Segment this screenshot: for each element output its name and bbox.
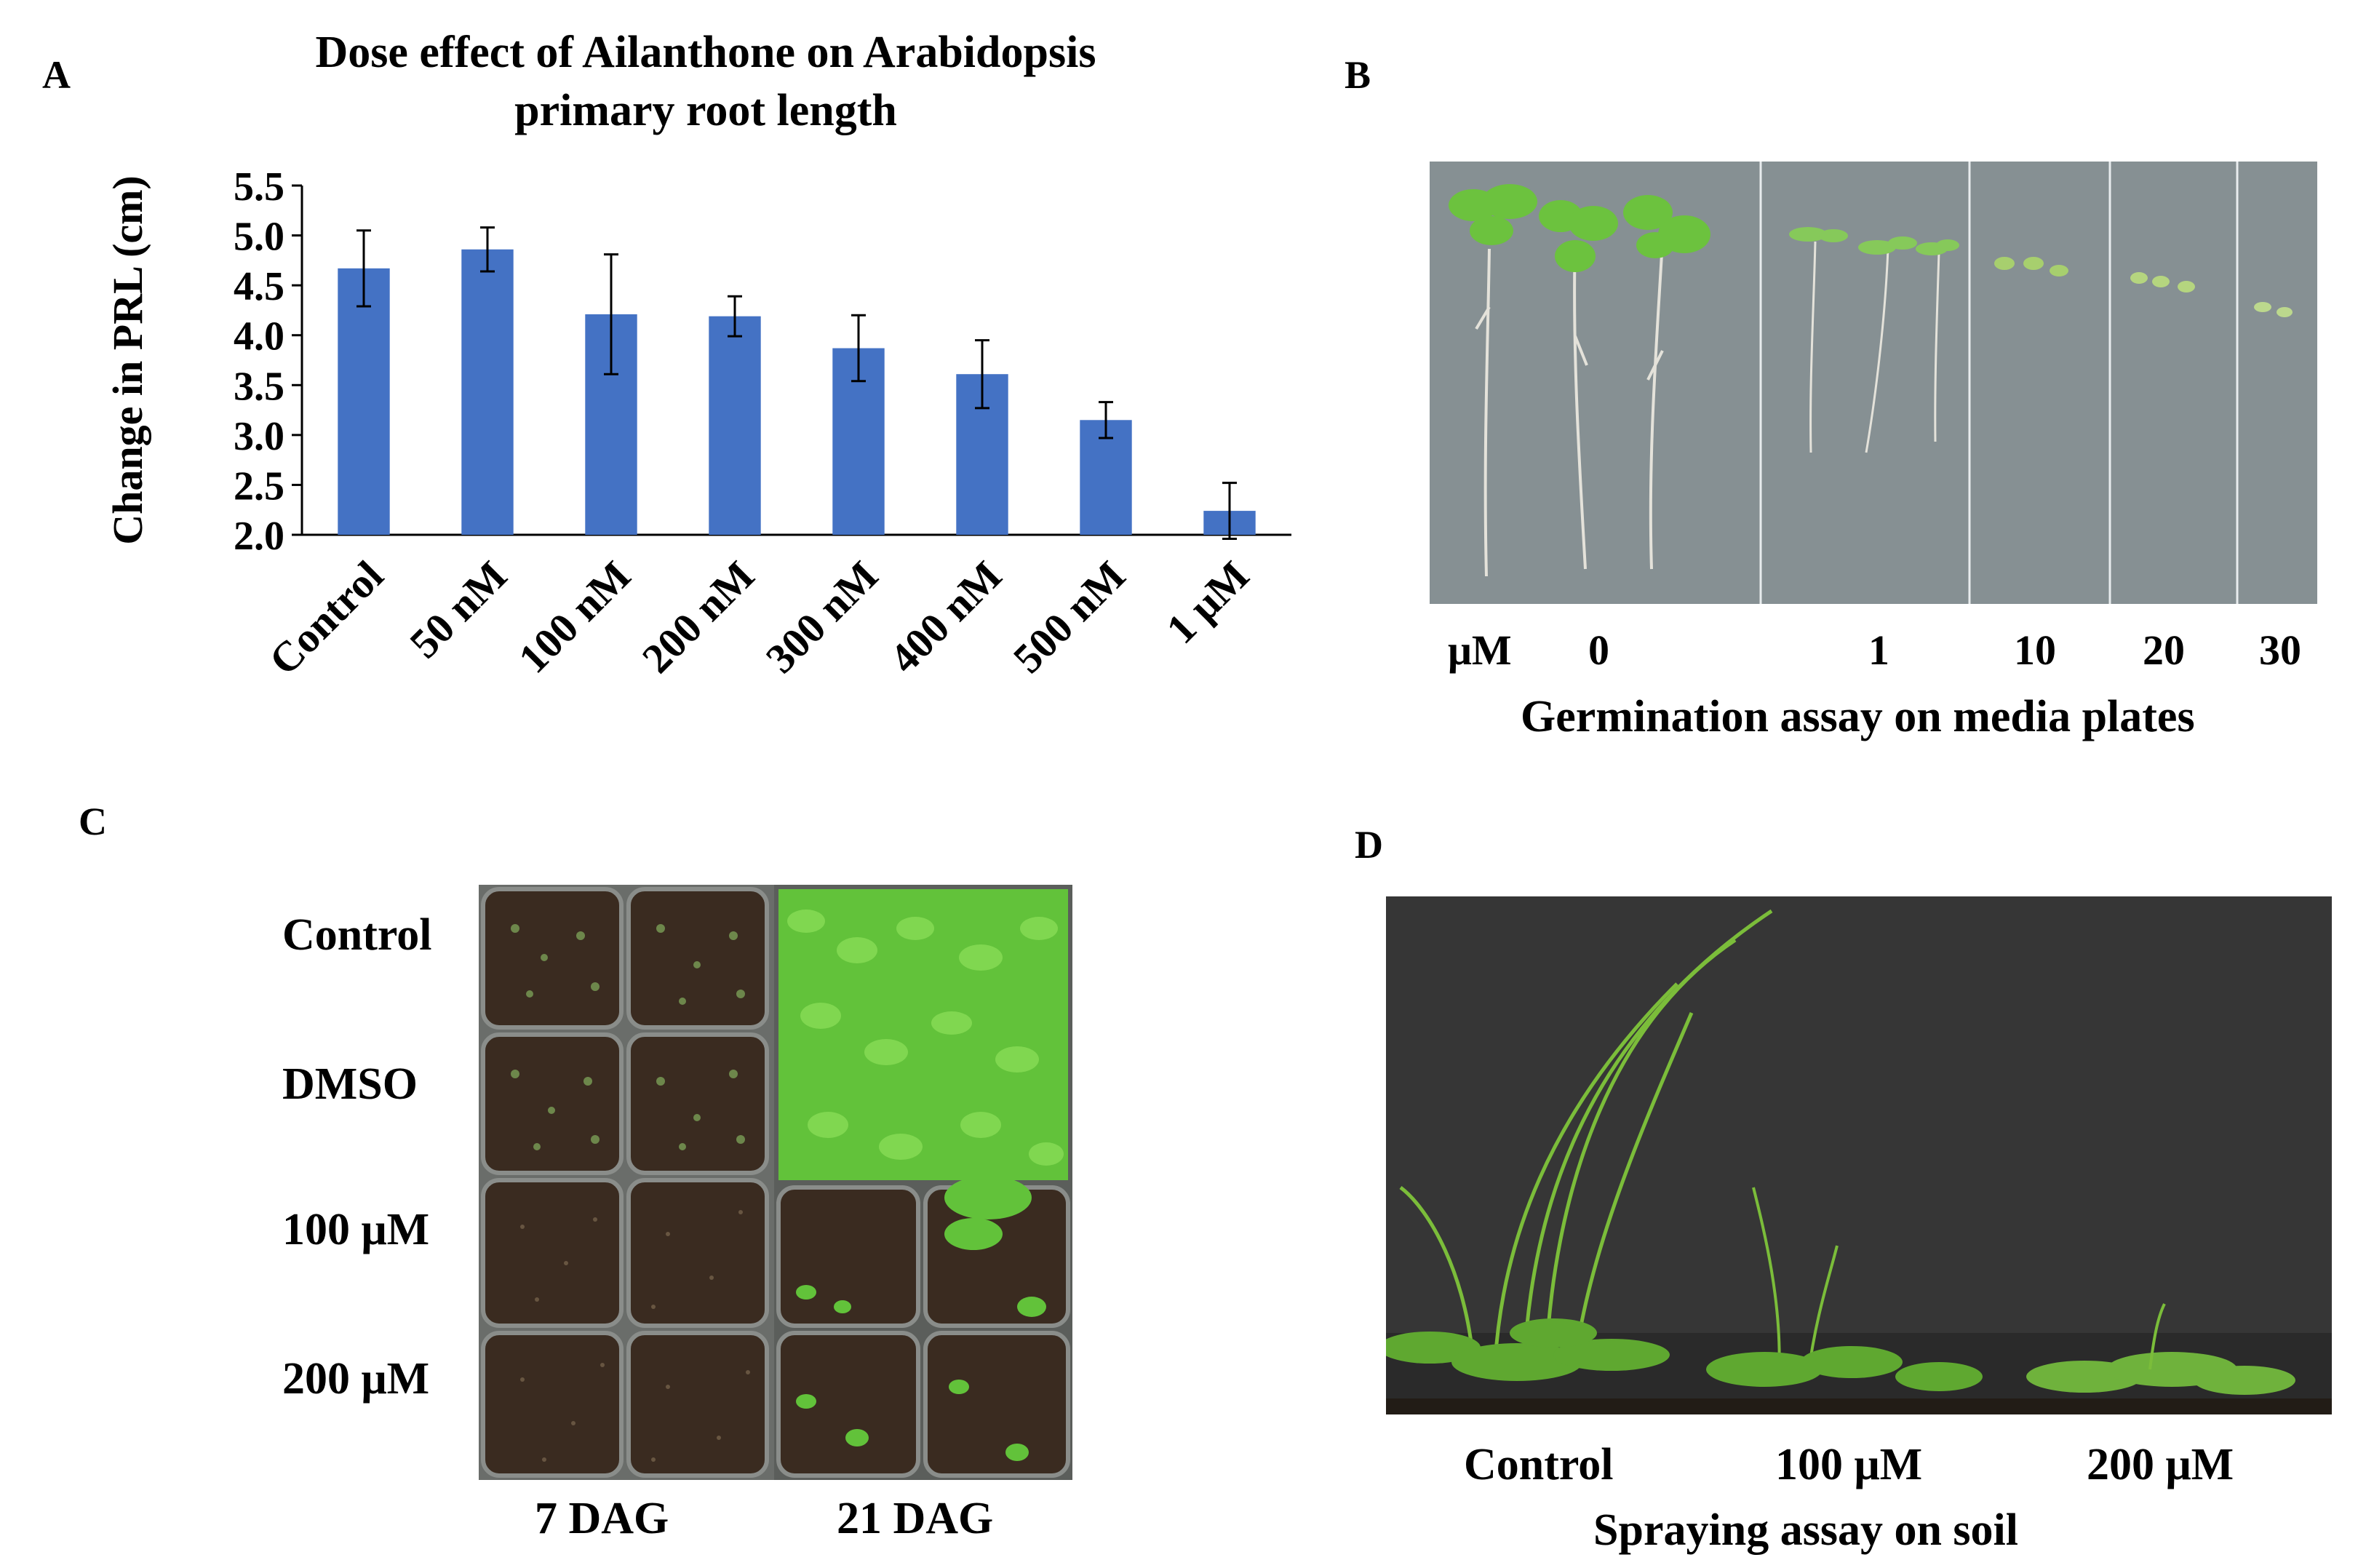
d-label-control: Control <box>1464 1440 1614 1489</box>
b-unit-label: μM <box>1448 626 1512 674</box>
d-label-200um: 200 μM <box>2087 1440 2234 1489</box>
bar <box>1080 420 1132 535</box>
c-row-label-control: Control <box>282 910 432 960</box>
d-caption: Spraying assay on soil <box>1593 1505 2019 1555</box>
chart-title: Dose effect of Ailanthone on Arabidopsis… <box>316 28 1096 135</box>
error-bar <box>851 314 866 383</box>
panel-letter-a: A <box>42 53 71 97</box>
error-bar <box>975 339 989 410</box>
panel-letter-b: B <box>1345 53 1371 97</box>
y-tick-label: 2.0 <box>234 514 284 559</box>
x-tick-label: 200 nM <box>633 552 763 682</box>
c-row-label-200um: 200 μM <box>282 1354 430 1404</box>
y-tick-label: 5.0 <box>234 215 284 260</box>
b-conc-0: 0 <box>1588 626 1609 674</box>
error-bar <box>604 253 618 375</box>
b-caption: Germination assay on media plates <box>1521 692 2195 741</box>
x-tick-label: 100 nM <box>509 552 640 682</box>
bar <box>461 249 514 535</box>
bar-series <box>338 249 1256 535</box>
error-bar <box>1099 401 1113 439</box>
chart-title-line: Dose effect of Ailanthone on Arabidopsis <box>316 28 1096 77</box>
x-tick-label: 400 nM <box>880 552 1011 682</box>
x-tick-label: Control <box>260 552 392 684</box>
error-bar <box>480 226 495 273</box>
bar <box>709 316 761 535</box>
x-tick-label: 50 nM <box>400 552 516 667</box>
y-tick-label: 2.5 <box>234 463 284 509</box>
b-conc-1: 1 <box>1868 626 1889 674</box>
c-row-label-100um: 100 μM <box>282 1205 430 1254</box>
chart-title-line: primary root length <box>514 86 897 135</box>
soil-pots-photo <box>479 885 1072 1480</box>
d-label-100um: 100 μM <box>1775 1440 1923 1489</box>
b-conc-10: 10 <box>2014 626 2056 674</box>
y-axis: 2.0 2.53.0 3.5 4.0 4.55.0 5.5 <box>234 164 303 559</box>
y-tick-label: 3.0 <box>234 414 284 459</box>
x-tick-label: 300 nM <box>757 552 887 682</box>
c-col-label-21dag: 21 DAG <box>837 1494 994 1543</box>
y-tick-label: 5.5 <box>234 164 284 210</box>
b-conc-20: 20 <box>2143 626 2185 674</box>
error-bar <box>1222 482 1237 540</box>
c-row-label-dmso: DMSO <box>282 1059 418 1109</box>
y-tick-label: 3.5 <box>234 364 284 409</box>
error-bar <box>728 295 742 338</box>
y-tick-label: 4.5 <box>234 264 284 309</box>
x-tick-label: 1 μM <box>1158 552 1259 653</box>
y-tick-label: 4.0 <box>234 314 284 359</box>
bar-chart: Dose effect of Ailanthone on Arabidopsis… <box>104 28 1291 684</box>
error-bar <box>357 229 371 308</box>
error-bars <box>357 226 1237 540</box>
x-tick-label: 500 nM <box>1004 552 1134 682</box>
germination-plate-photo <box>1430 162 2317 604</box>
c-col-label-7dag: 7 DAG <box>535 1494 669 1543</box>
bar <box>338 268 390 535</box>
panel-letter-c: C <box>79 800 107 843</box>
spraying-assay-photo <box>1386 896 2332 1414</box>
panel-letter-d: D <box>1355 823 1383 867</box>
chart-ylabel: Change in PRL (cm) <box>104 175 151 545</box>
b-conc-30: 30 <box>2259 626 2301 674</box>
